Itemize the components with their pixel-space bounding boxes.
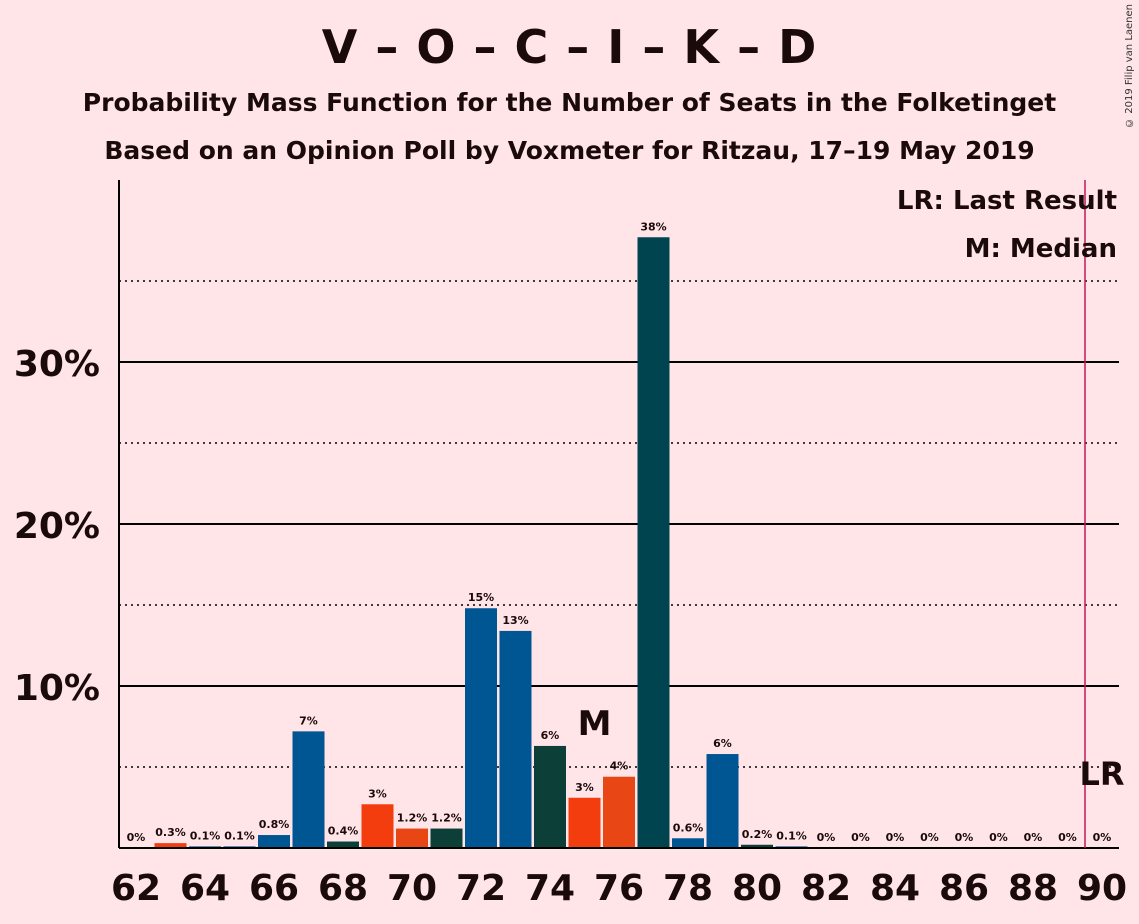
bar-seat-79 (706, 754, 739, 848)
bar-value-label: 0.2% (742, 828, 773, 841)
legend-last-result: LR: Last Result (897, 186, 1117, 216)
bar-seat-78 (672, 838, 704, 848)
bar-value-label: 13% (502, 614, 528, 627)
bar-seat-74 (534, 745, 566, 848)
bar-seat-68 (327, 841, 359, 848)
bar-value-label: 0.1% (224, 829, 255, 842)
bar-value-label: 15% (468, 591, 494, 604)
bar-seat-70 (396, 828, 428, 848)
bar-seat-69 (361, 804, 394, 848)
bar-seat-72 (465, 608, 497, 848)
y-tick-label: 20% (14, 506, 100, 547)
x-tick-label: 70 (387, 868, 437, 909)
bar-value-label: 6% (713, 737, 732, 750)
bar-seat-73 (499, 630, 532, 848)
bar-value-label: 6% (541, 729, 560, 742)
bar-value-label: 0.8% (259, 818, 290, 831)
bar-value-label: 0% (851, 831, 870, 844)
bar-value-label: 0% (1058, 831, 1077, 844)
x-tick-label: 78 (663, 868, 713, 909)
median-marker: M (578, 704, 612, 744)
x-tick-label: 86 (939, 868, 989, 909)
y-tick-label: 10% (14, 668, 100, 709)
bar-value-label: 38% (640, 220, 666, 233)
x-tick-label: 90 (1077, 868, 1127, 909)
y-tick-label: 30% (14, 344, 100, 385)
bar-seat-77 (637, 237, 670, 848)
chart-subtitle-source: Based on an Opinion Poll by Voxmeter for… (104, 136, 1035, 165)
bar-seat-66 (258, 835, 290, 848)
bar-seat-67 (292, 731, 325, 848)
bar-seat-80 (741, 844, 773, 848)
bar-value-label: 0% (886, 831, 905, 844)
legend-median: M: Median (965, 234, 1117, 264)
bar-value-label: 0.1% (776, 829, 807, 842)
last-result-marker: LR (1079, 755, 1124, 793)
bar-value-label: 0% (955, 831, 974, 844)
x-tick-label: 76 (594, 868, 644, 909)
bar-seat-71 (430, 828, 463, 848)
bar-value-label: 0% (127, 831, 146, 844)
x-tick-label: 72 (456, 868, 506, 909)
bar-value-label: 0% (817, 831, 836, 844)
x-tick-label: 74 (525, 868, 575, 909)
x-tick-label: 80 (732, 868, 782, 909)
x-tick-label: 82 (801, 868, 851, 909)
x-tick-label: 62 (111, 868, 161, 909)
bar-seat-75 (568, 797, 601, 848)
bar-seat-76 (603, 776, 635, 848)
bar-value-label: 4% (610, 760, 629, 773)
bar-value-label: 0% (1024, 831, 1043, 844)
x-tick-label: 66 (249, 868, 299, 909)
bar-value-label: 0.3% (155, 826, 186, 839)
x-tick-label: 64 (180, 868, 230, 909)
bar-value-label: 0.6% (673, 821, 704, 834)
bar-value-label: 0.1% (190, 829, 221, 842)
bar-value-label: 3% (575, 781, 594, 794)
bar-value-label: 0% (989, 831, 1008, 844)
bar-value-label: 3% (368, 787, 387, 800)
bar-value-label: 1.2% (397, 812, 428, 825)
bar-value-label: 0.4% (328, 825, 359, 838)
chart-title: V – O – C – I – K – D (321, 20, 818, 74)
chart-subtitle: Probability Mass Function for the Number… (82, 88, 1057, 117)
bar-value-label: 0% (920, 831, 939, 844)
bar-seat-63 (154, 843, 187, 848)
bar-value-label: 0% (1093, 831, 1112, 844)
bar-value-label: 1.2% (431, 812, 462, 825)
x-tick-label: 88 (1008, 868, 1058, 909)
bar-value-label: 7% (299, 714, 318, 727)
x-tick-label: 84 (870, 868, 920, 909)
x-tick-label: 68 (318, 868, 368, 909)
